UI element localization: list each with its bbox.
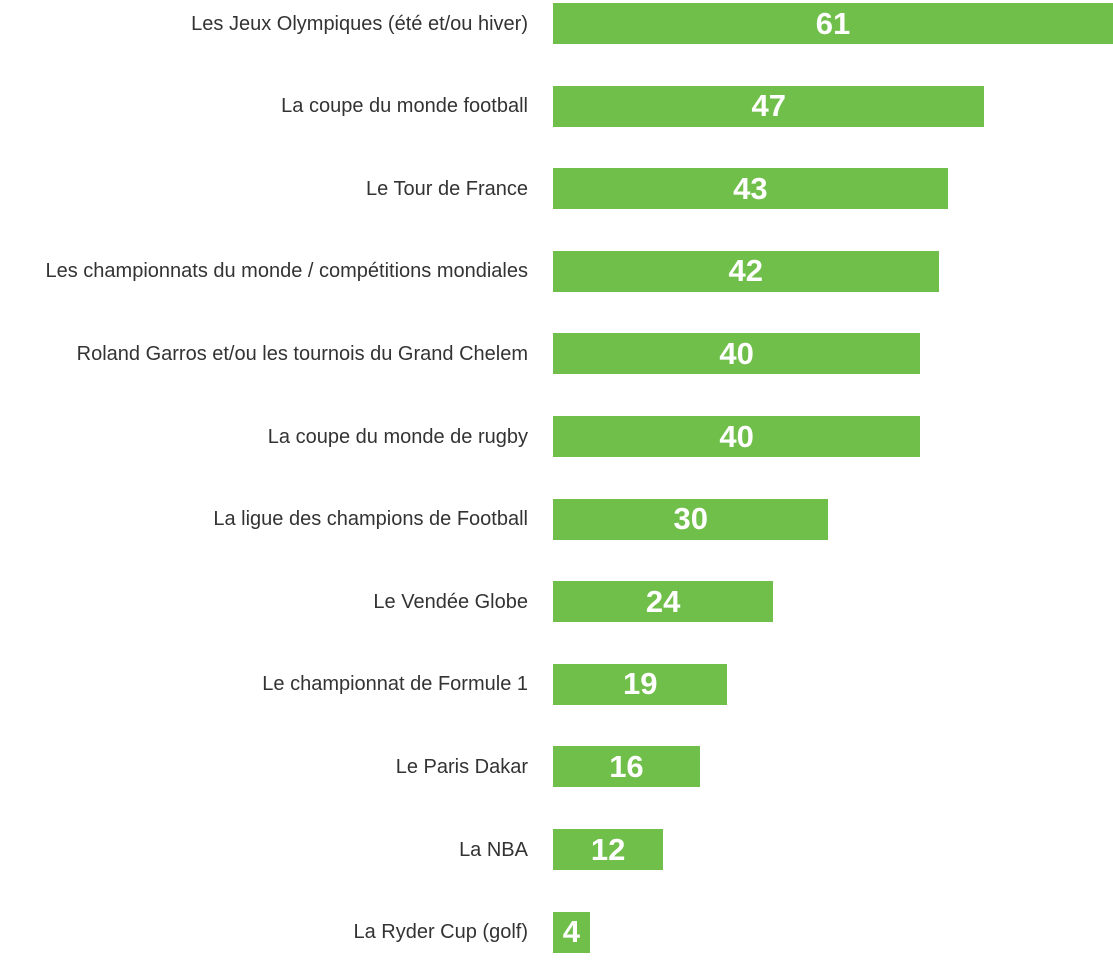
bar: 24 xyxy=(553,581,774,623)
value-label: 40 xyxy=(719,418,754,454)
category-label: Le Vendée Globe xyxy=(373,590,528,613)
category-label: La NBA xyxy=(459,838,528,861)
value-label: 24 xyxy=(645,583,681,619)
value-label: 19 xyxy=(622,666,658,702)
category-label: La coupe du monde football xyxy=(281,95,528,118)
category-label: La ligue des champions de Football xyxy=(213,508,528,531)
page: Les Jeux Olympiques (été et/ou hiver) 61 L… xyxy=(45,3,1113,953)
value-label: 40 xyxy=(719,335,754,371)
category-label: La Ryder Cup (golf) xyxy=(353,921,528,944)
value-label: 42 xyxy=(728,253,764,289)
value-label: 30 xyxy=(673,501,708,537)
value-label: 12 xyxy=(590,831,626,867)
bar: 40 xyxy=(553,416,921,457)
bar: 42 xyxy=(553,250,939,292)
bar: 43 xyxy=(553,168,948,210)
bar: 40 xyxy=(553,333,921,375)
value-label: 16 xyxy=(609,748,644,784)
category-label: Le championnat de Formule 1 xyxy=(262,673,528,696)
bar: 19 xyxy=(553,663,728,705)
bar: 30 xyxy=(553,498,829,540)
category-label: Les championnats du monde / compétitions… xyxy=(45,260,529,283)
category-label: Le Tour de France xyxy=(366,177,528,200)
value-label: 4 xyxy=(562,914,580,950)
bar: 16 xyxy=(553,746,700,788)
value-label: 47 xyxy=(751,88,786,124)
bar: 61 xyxy=(553,3,1113,44)
category-label: La coupe du monde de rugby xyxy=(267,425,528,448)
bar: 12 xyxy=(553,829,664,870)
bar: 47 xyxy=(553,85,985,127)
bar: 4 xyxy=(553,911,590,953)
value-label: 61 xyxy=(815,5,851,41)
category-label: Le Paris Dakar xyxy=(395,755,528,778)
category-label: Les Jeux Olympiques (été et/ou hiver) xyxy=(191,12,528,35)
category-label: Roland Garros et/ou les tournois du Gran… xyxy=(76,342,528,365)
value-label: 43 xyxy=(733,170,768,206)
